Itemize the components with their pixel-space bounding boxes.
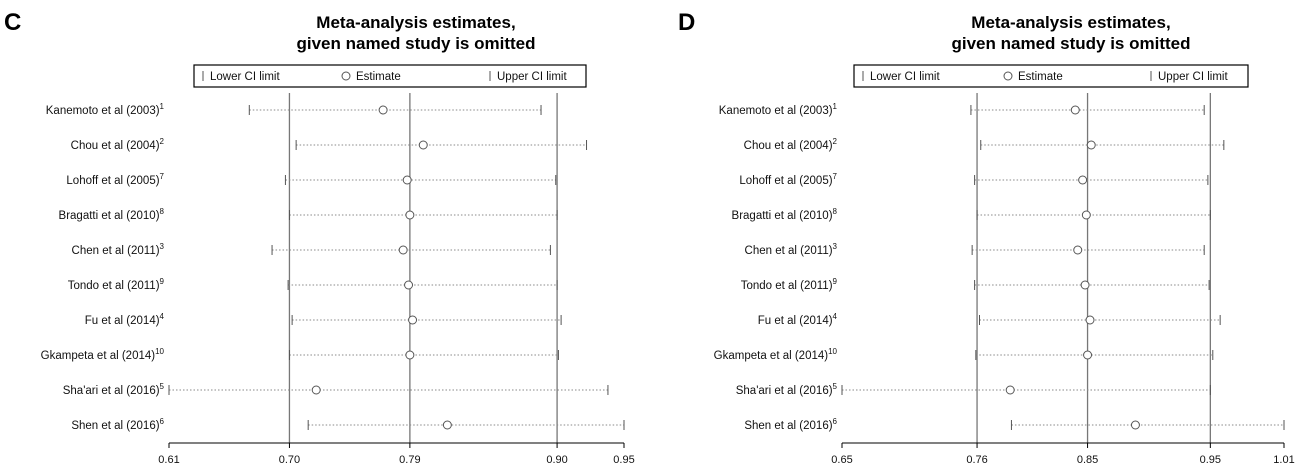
legend-lower-label: Lower CI limit — [870, 71, 940, 83]
x-tick-label: 1.01 — [1273, 454, 1294, 466]
study-label: Lohoff et al (2005)7 — [739, 172, 837, 187]
chart-title-line2: given named study is omitted — [297, 34, 536, 53]
estimate-point — [442, 420, 452, 430]
plot-area: 0.65 0.76 0.85 0.95 1.01 Kanemoto et al (2003… — [714, 93, 1295, 466]
x-tick-label: 0.65 — [831, 454, 852, 466]
study-label: Bragatti et al (2010)8 — [59, 207, 165, 222]
estimate-point — [1083, 350, 1093, 360]
legend-box — [853, 64, 1249, 88]
study-label: Kanemoto et al (2003)1 — [46, 102, 165, 117]
panel-label: C — [4, 9, 21, 36]
estimate-point — [1080, 280, 1090, 290]
x-tick-label: 0.90 — [546, 454, 567, 466]
panel-d: D Meta-analysis estimates, given named s… — [678, 9, 1295, 466]
estimate-point — [1130, 420, 1140, 430]
study-label: Tondo et al (2011)9 — [741, 277, 838, 292]
x-tick-label: 0.95 — [613, 454, 634, 466]
legend: Lower CI limit Estimate Upper CI limit — [193, 64, 587, 88]
estimate-point — [418, 140, 428, 150]
legend-box — [193, 64, 587, 88]
study-label: Bragatti et al (2010)8 — [732, 207, 838, 222]
x-tick-label: 0.95 — [1200, 454, 1221, 466]
estimate-point — [311, 385, 321, 395]
estimate-point — [1070, 105, 1080, 115]
estimate-point — [404, 280, 414, 290]
study-label: Gkampeta et al (2014)10 — [714, 347, 838, 362]
x-tick-label: 0.70 — [279, 454, 300, 466]
legend-estimate-marker — [341, 71, 351, 81]
study-label: Kanemoto et al (2003)1 — [719, 102, 838, 117]
estimate-point — [1078, 175, 1088, 185]
study-label: Gkampeta et al (2014)10 — [41, 347, 165, 362]
legend: Lower CI limit Estimate Upper CI limit — [853, 64, 1249, 88]
x-tick-label: 0.61 — [158, 454, 179, 466]
estimate-point — [1086, 140, 1096, 150]
estimate-point — [1073, 245, 1083, 255]
plot-area: 0.61 0.70 0.79 0.90 0.95 Kanemoto et al (2003… — [41, 93, 635, 466]
estimate-point — [405, 210, 415, 220]
estimate-point — [402, 175, 412, 185]
study-label: Lohoff et al (2005)7 — [66, 172, 164, 187]
study-label: Tondo et al (2011)9 — [68, 277, 165, 292]
estimate-point — [1081, 210, 1091, 220]
x-tick-label: 0.79 — [399, 454, 420, 466]
study-label: Fu et al (2014)4 — [758, 312, 838, 327]
legend-estimate-label: Estimate — [356, 71, 401, 83]
chart-title-line1: Meta-analysis estimates, — [971, 13, 1170, 32]
study-label: Shen et al (2016)6 — [744, 417, 837, 432]
x-tick-label: 0.76 — [966, 454, 987, 466]
study-label: Sha'ari et al (2016)5 — [736, 382, 838, 397]
chart-title-line2: given named study is omitted — [952, 34, 1191, 53]
panel-c: C Meta-analysis estimates, given named s… — [4, 9, 635, 466]
legend-estimate-marker — [1003, 71, 1013, 81]
legend-lower-label: Lower CI limit — [210, 71, 280, 83]
chart-title-line1: Meta-analysis estimates, — [316, 13, 515, 32]
study-label: Fu et al (2014)4 — [85, 312, 165, 327]
estimate-point — [1085, 315, 1095, 325]
estimate-point — [408, 315, 418, 325]
study-label: Shen et al (2016)6 — [71, 417, 164, 432]
study-label: Chou et al (2004)2 — [71, 137, 165, 152]
legend-upper-label: Upper CI limit — [1158, 71, 1228, 83]
panel-label: D — [678, 9, 695, 36]
study-label: Chen et al (2011)3 — [745, 242, 838, 257]
legend-upper-label: Upper CI limit — [497, 71, 567, 83]
estimate-point — [378, 105, 388, 115]
estimate-point — [405, 350, 415, 360]
x-tick-label: 0.85 — [1077, 454, 1098, 466]
legend-estimate-label: Estimate — [1018, 71, 1063, 83]
study-label: Chou et al (2004)2 — [744, 137, 838, 152]
estimate-point — [398, 245, 408, 255]
estimate-point — [1005, 385, 1015, 395]
study-label: Chen et al (2011)3 — [72, 242, 165, 257]
study-label: Sha'ari et al (2016)5 — [63, 382, 165, 397]
